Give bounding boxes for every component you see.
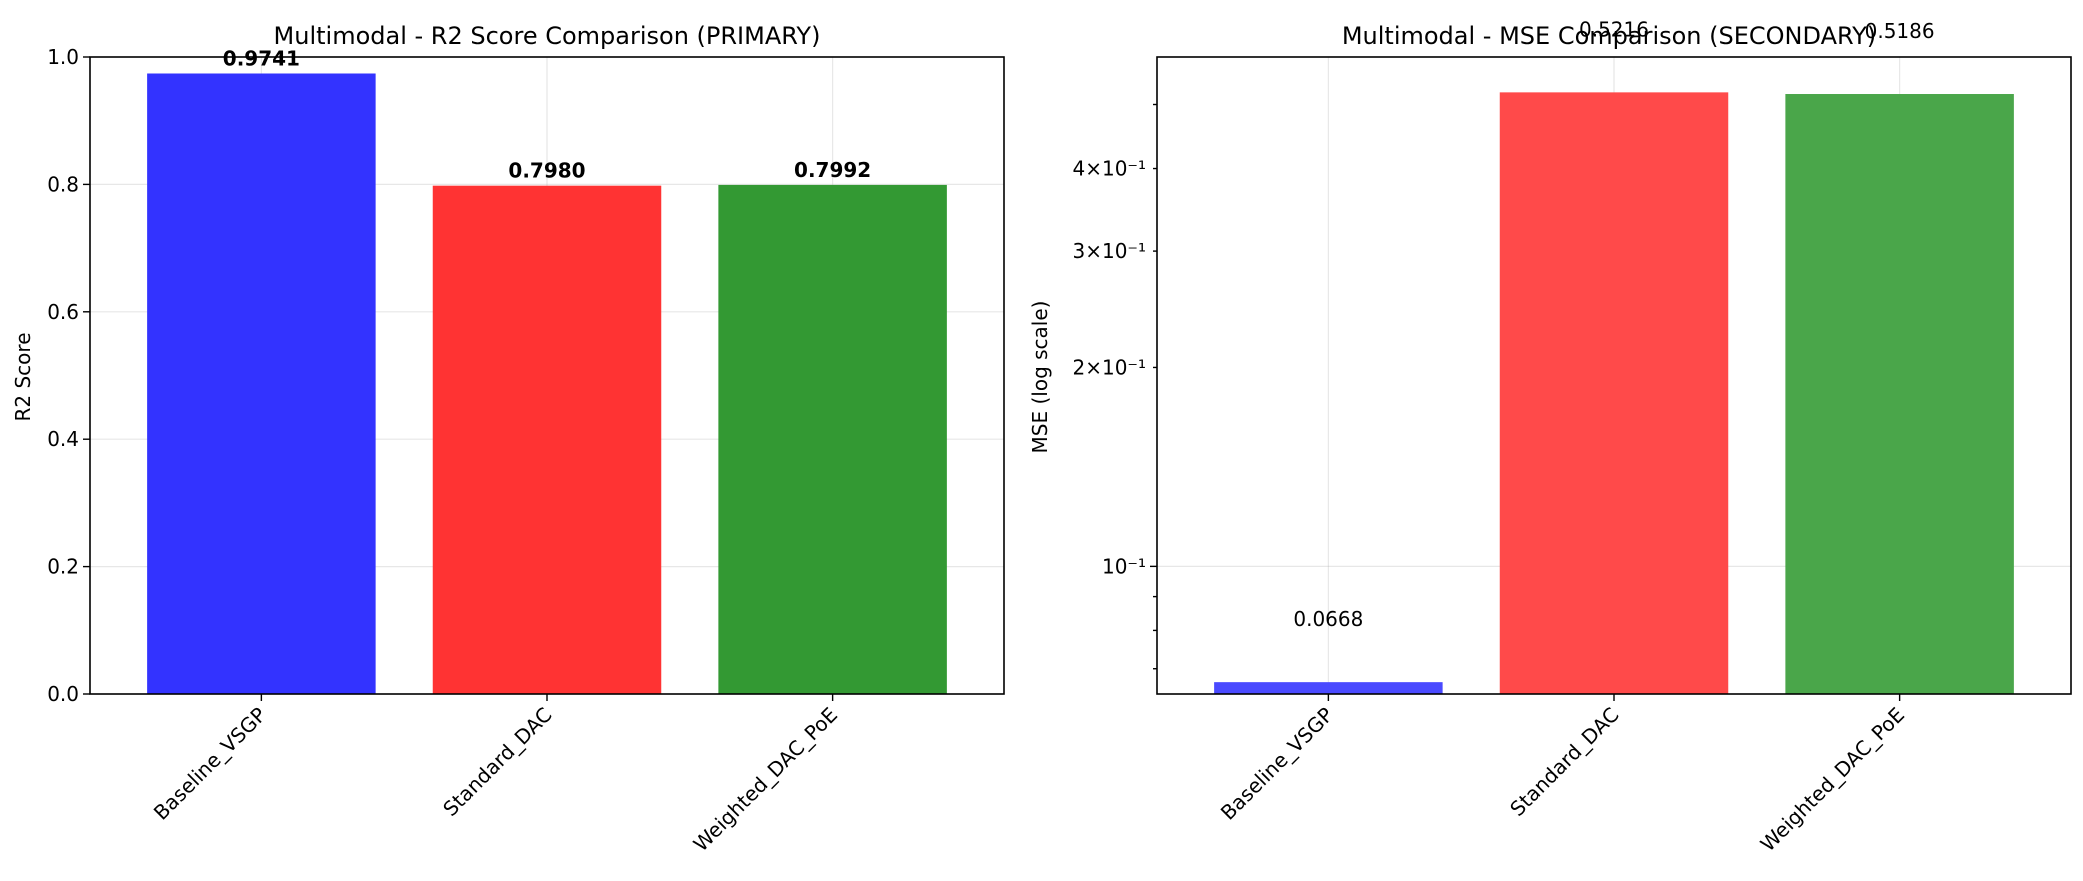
mse-y-ticks: 10⁻¹ 2×10⁻¹ 3×10⁻¹ 4×10⁻¹	[1072, 103, 1157, 670]
mse-y-axis-label: MSE (log scale)	[1028, 301, 1052, 454]
r2-y-tick-label: 0.0	[47, 682, 79, 706]
r2-y-tick-label: 0.6	[47, 300, 79, 324]
mse-bars	[1214, 92, 2014, 694]
r2-y-tick-label: 0.4	[47, 427, 79, 451]
r2-bar-standard-dac	[432, 185, 662, 694]
r2-y-tick-label: 0.8	[47, 172, 79, 196]
mse-bar-weighted-dac-poe	[1785, 94, 2014, 694]
r2-value-label: 0.7992	[794, 158, 871, 182]
r2-y-tick-label: 1.0	[47, 45, 79, 69]
mse-bar-baseline-vsgp	[1214, 682, 1443, 694]
r2-y-ticks: 0.0 0.2 0.4 0.6 0.8 1.0	[47, 45, 90, 706]
mse-value-label: 0.0668	[1293, 607, 1363, 631]
r2-value-label: 0.7980	[508, 159, 585, 183]
r2-bar-weighted-dac-poe	[718, 184, 947, 694]
mse-y-tick-label: 10⁻¹	[1102, 554, 1146, 578]
r2-value-labels: 0.9741 0.7980 0.7992	[223, 46, 871, 182]
mse-y-tick-label: 2×10⁻¹	[1072, 355, 1146, 379]
r2-chart-title: Multimodal - R2 Score Comparison (PRIMAR…	[274, 22, 821, 50]
mse-y-tick-label: 3×10⁻¹	[1072, 239, 1146, 263]
mse-plot-frame	[1156, 56, 2072, 695]
mse-chart-title: Multimodal - MSE Comparison (SECONDARY)	[1342, 22, 1876, 50]
mse-value-label: 0.5186	[1865, 19, 1935, 43]
r2-y-axis-label: R2 Score	[11, 333, 35, 422]
r2-y-tick-label: 0.2	[47, 555, 79, 579]
mse-bar-standard-dac	[1499, 92, 1729, 694]
r2-value-label: 0.9741	[223, 46, 300, 70]
r2-bar-baseline-vsgp	[147, 73, 376, 695]
mse-y-tick-label: 4×10⁻¹	[1072, 157, 1146, 181]
r2-plot-frame	[89, 56, 1005, 695]
mse-chart: Multimodal - MSE Comparison (SECONDARY) …	[1028, 17, 2072, 856]
r2-bars	[147, 73, 947, 695]
mse-value-labels: 0.0668 0.5216 0.5186	[1293, 17, 1934, 631]
r2-chart: Multimodal - R2 Score Comparison (PRIMAR…	[11, 22, 1005, 856]
mse-value-label: 0.5216	[1579, 17, 1649, 41]
